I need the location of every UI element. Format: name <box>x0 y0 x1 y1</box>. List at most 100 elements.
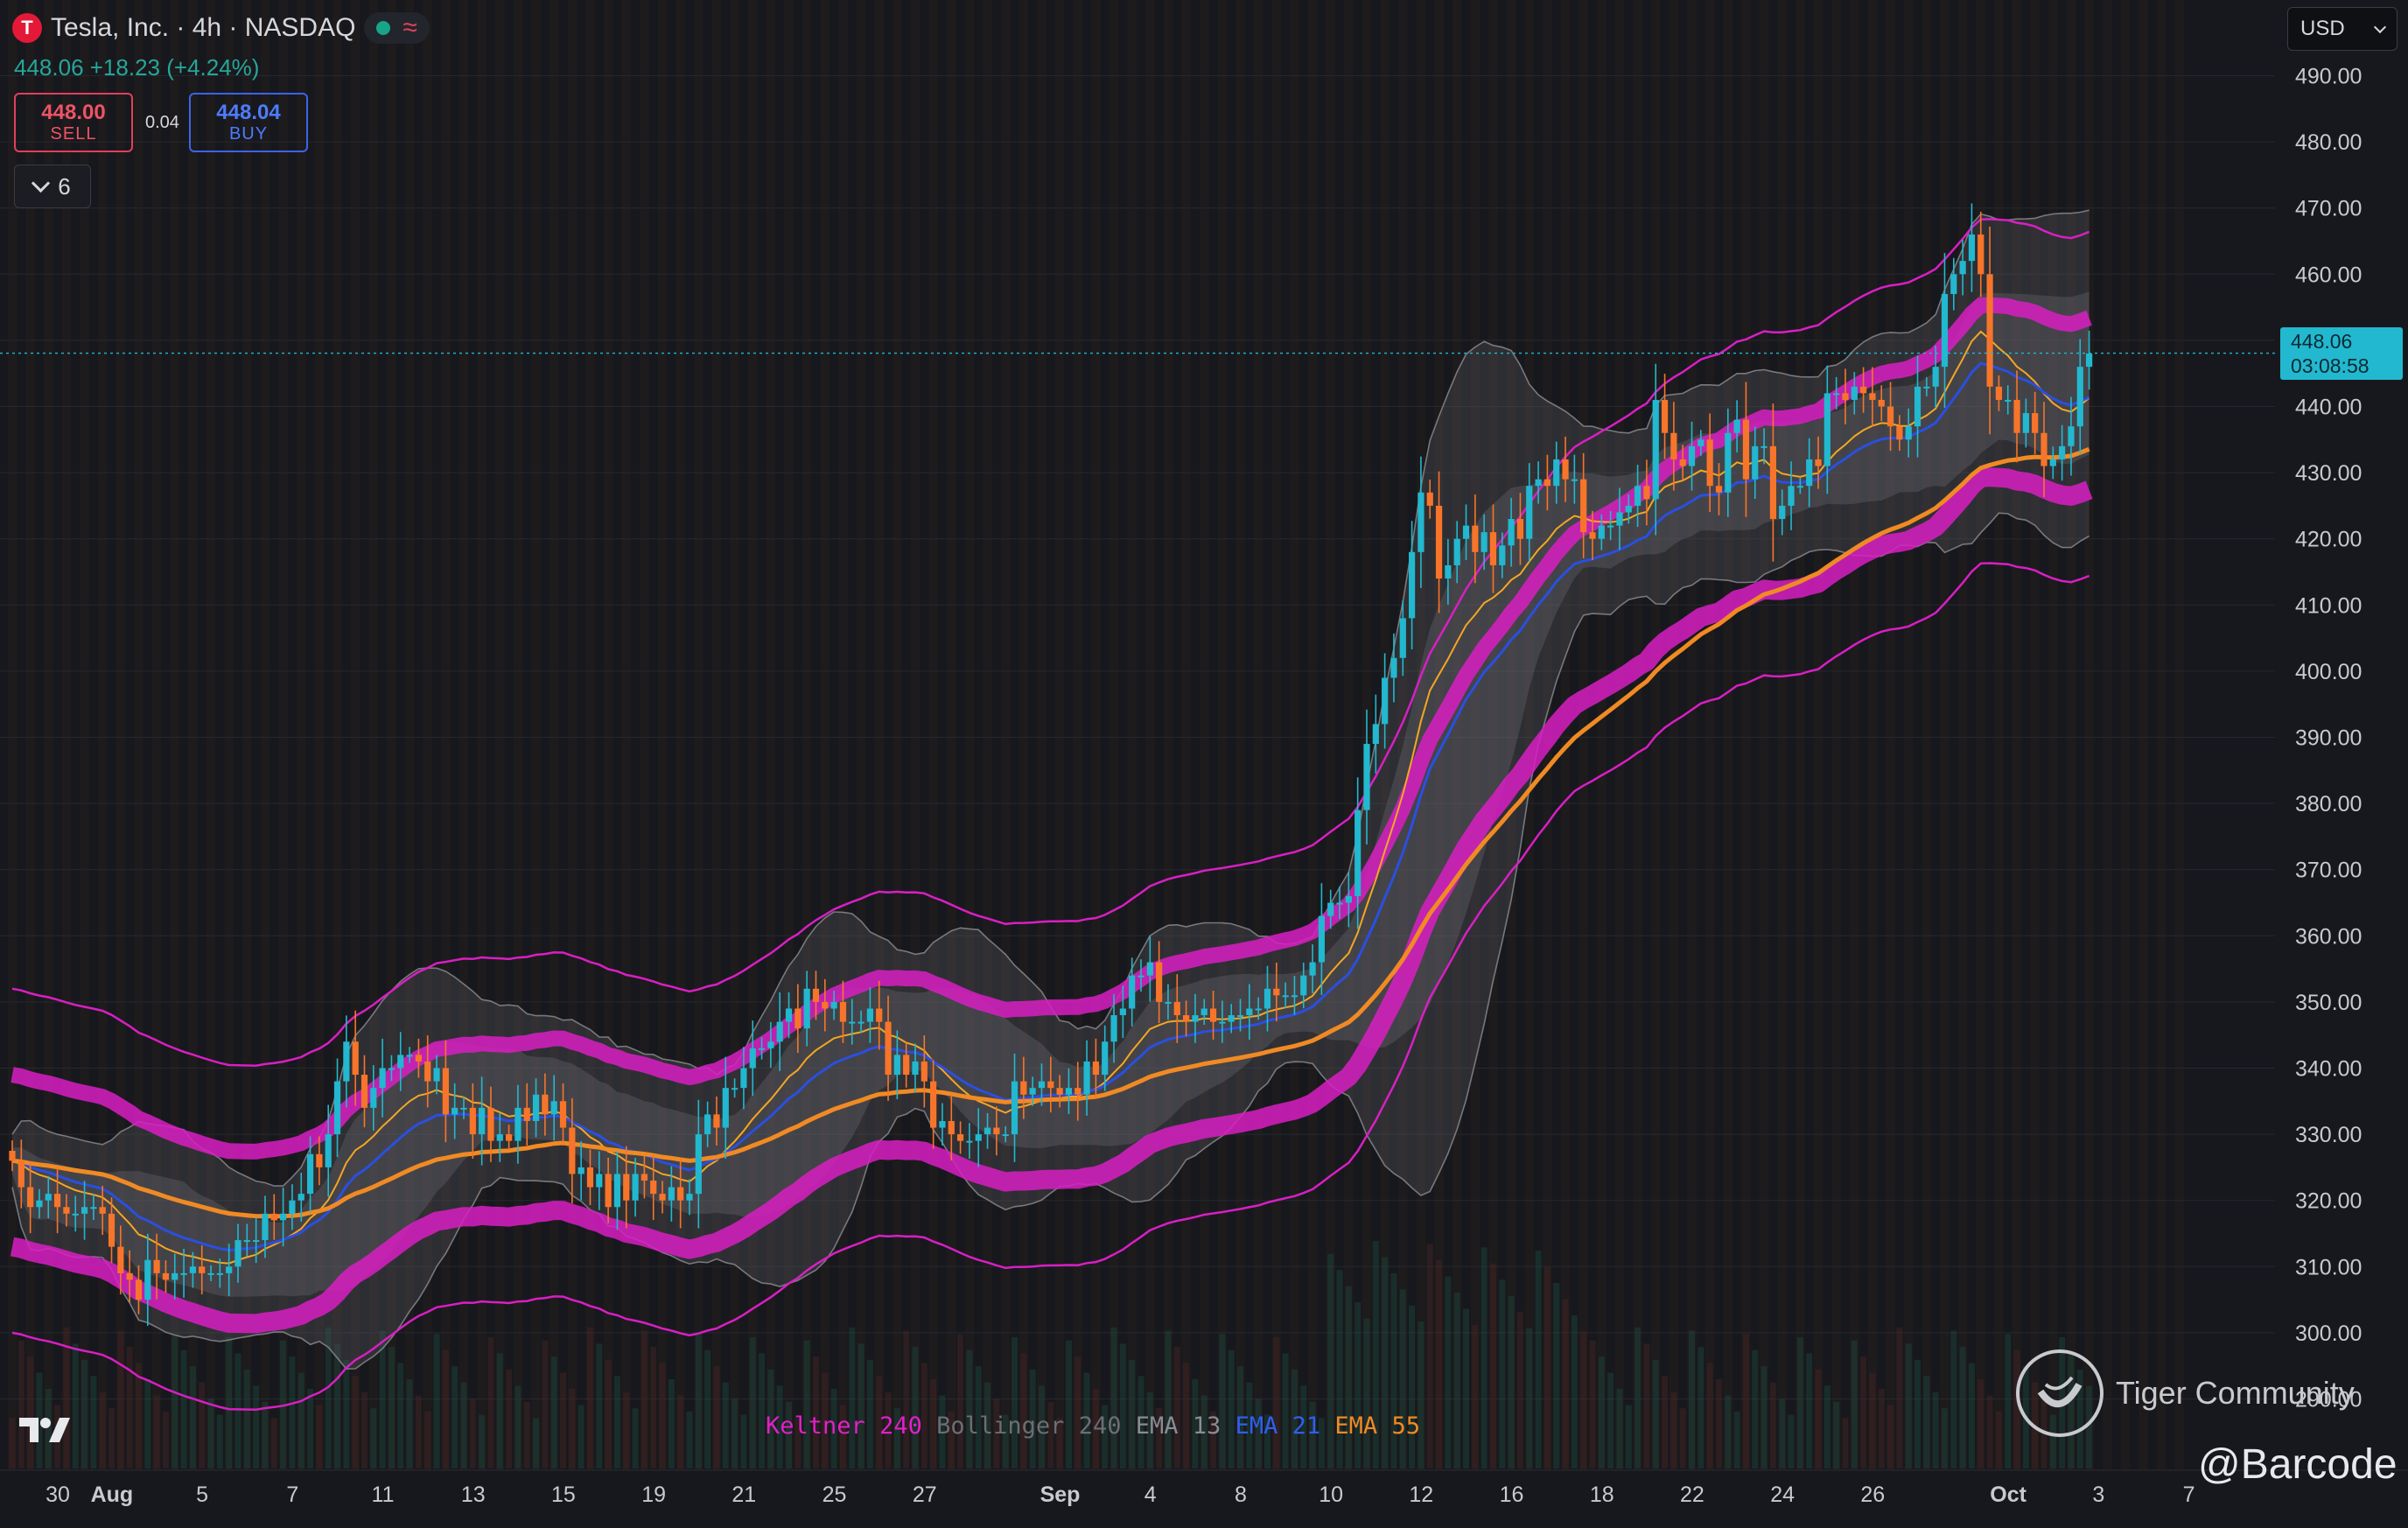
volume-bar <box>569 1389 576 1468</box>
session-stripe <box>134 0 144 1470</box>
legend-ema13-name[interactable]: EMA <box>1135 1412 1179 1440</box>
volume-bar <box>605 1359 612 1468</box>
volume-bar <box>1562 1299 1569 1468</box>
volume-bar <box>1074 1356 1082 1468</box>
symbol-header[interactable]: T Tesla, Inc. · 4h · NASDAQ ≈ <box>12 12 430 44</box>
session-stripe <box>983 0 992 1470</box>
session-stripe <box>2103 0 2112 1470</box>
volume-bar <box>1978 1378 1984 1468</box>
time-axis[interactable]: 30 Aug 5 7 11 13 15 19 21 25 27 Sep 4 8 10 12 16 18 22 24 26… <box>0 1469 2408 1528</box>
price-tick-label: 310.00 <box>2295 1255 2362 1279</box>
candle-body <box>1978 234 1984 275</box>
session-stripe <box>44 0 53 1470</box>
candle-body <box>876 1008 883 1022</box>
candle-body <box>1002 1134 1009 1137</box>
volume-bar <box>1733 1411 1740 1468</box>
price-axis[interactable]: 490.00480.00470.00460.00450.00440.00430.… <box>2275 0 2408 1528</box>
session-stripe <box>856 0 866 1470</box>
volume-bar <box>442 1349 449 1468</box>
candle-body <box>172 1272 178 1280</box>
buy-button[interactable]: 448.04 BUY <box>189 93 308 152</box>
candle-body <box>1634 486 1642 506</box>
candle-body <box>2032 413 2039 433</box>
volume-bar <box>1020 1353 1027 1468</box>
candle-body <box>9 1151 16 1161</box>
legend-bollinger-name[interactable]: Bollinger <box>936 1412 1065 1440</box>
session-stripe <box>1109 0 1119 1470</box>
time-tick-label: Oct <box>1990 1482 2026 1507</box>
candle-body <box>1092 1061 1099 1076</box>
session-stripe <box>423 0 432 1470</box>
volume-bar <box>1119 1343 1126 1468</box>
volume-bar <box>343 1359 350 1468</box>
session-stripe <box>1470 0 1480 1470</box>
legend-keltner-name[interactable]: Keltner <box>766 1412 865 1440</box>
market-status[interactable]: ≈ <box>364 12 430 44</box>
sell-button[interactable]: 448.00 SELL <box>14 93 133 152</box>
indicators-toggle-button[interactable]: 6 <box>14 165 91 208</box>
symbol-title[interactable]: Tesla, Inc. · 4h · NASDAQ <box>51 13 356 42</box>
legend-ema55-name[interactable]: EMA <box>1334 1412 1378 1440</box>
price-tick-label: 490.00 <box>2295 65 2362 89</box>
session-stripe <box>657 0 668 1470</box>
session-stripe <box>1850 0 1859 1470</box>
candle-body <box>18 1160 24 1188</box>
session-stripe <box>1307 0 1318 1470</box>
currency-select[interactable]: USD <box>2287 7 2398 51</box>
volume-bar <box>1056 1418 1063 1468</box>
volume-bar <box>1896 1327 1903 1468</box>
candle-body <box>1670 432 1677 459</box>
volume-bar <box>1788 1414 1795 1468</box>
volume-bar <box>352 1376 359 1468</box>
volume-bar <box>966 1349 973 1468</box>
session-stripe <box>1037 0 1046 1470</box>
candle-body <box>1652 399 1659 500</box>
volume-bar <box>1869 1372 1876 1468</box>
candle-body <box>108 1213 116 1247</box>
candle-body <box>1047 1081 1054 1089</box>
time-tick-label: 16 <box>1500 1482 1524 1507</box>
volume-bar <box>18 1340 24 1468</box>
session-stripe <box>531 0 541 1470</box>
candle-body <box>732 1088 738 1090</box>
volume-bar <box>207 1398 214 1468</box>
candle-body <box>216 1272 223 1275</box>
volume-bar <box>226 1336 233 1468</box>
session-stripe <box>766 0 776 1470</box>
price-tick-label: 460.00 <box>2295 263 2362 287</box>
volume-bar <box>1156 1408 1163 1468</box>
candle-body <box>839 1001 847 1022</box>
session-stripe <box>730 0 739 1470</box>
volume-bar <box>1914 1359 1922 1468</box>
candle-body <box>452 1107 458 1115</box>
volume-bar <box>1183 1363 1190 1468</box>
candle-body <box>424 1061 431 1082</box>
price-tick-label: 300.00 <box>2295 1321 2362 1346</box>
session-stripe <box>2174 0 2184 1470</box>
legend-ema13-value: 13 <box>1192 1412 1222 1440</box>
candle-body <box>27 1187 34 1208</box>
volume-bar <box>1652 1359 1659 1468</box>
candle-body <box>1165 1001 1172 1004</box>
volume-bar <box>1363 1318 1370 1468</box>
candle-body <box>1228 1015 1235 1022</box>
volume-bar <box>1083 1372 1090 1468</box>
candle-body <box>1598 525 1605 539</box>
candle-body <box>885 1021 892 1076</box>
volume-bar <box>533 1418 540 1468</box>
volume-bar <box>1165 1330 1172 1468</box>
candle-body <box>1129 975 1136 1009</box>
candle-body <box>668 1187 675 1201</box>
session-stripe <box>1127 0 1137 1470</box>
indicator-legend[interactable]: Keltner 240 Bollinger 240 EMA 13 EMA 21 … <box>766 1412 1420 1440</box>
candle-body <box>1760 445 1768 448</box>
volume-bar <box>650 1347 657 1468</box>
legend-ema21-name[interactable]: EMA <box>1235 1412 1278 1440</box>
volume-bar <box>153 1395 160 1468</box>
candle-body <box>234 1240 242 1267</box>
session-stripe <box>910 0 920 1470</box>
time-tick-label: 27 <box>913 1482 937 1507</box>
tradingview-logo-icon[interactable] <box>18 1416 74 1446</box>
candle-body <box>1959 261 1966 275</box>
